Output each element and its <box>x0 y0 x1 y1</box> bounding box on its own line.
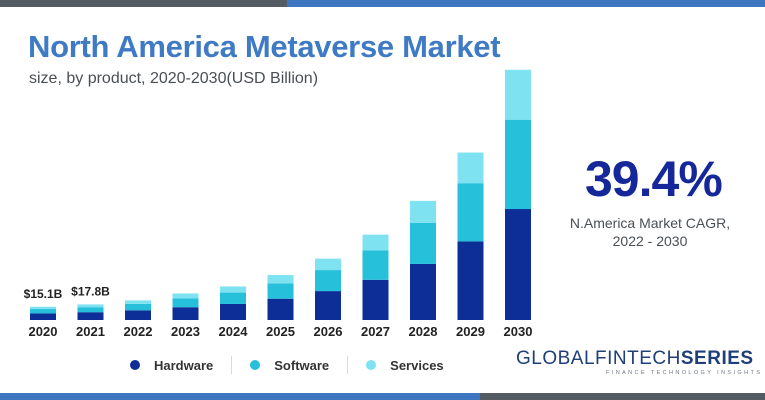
legend-swatch-services <box>366 360 377 370</box>
bar-segment-software-2027 <box>362 250 389 280</box>
legend-divider <box>347 356 349 374</box>
x-tick-label: 2025 <box>266 324 295 339</box>
bar-segment-hardware-2029 <box>457 241 484 320</box>
bar-segment-software-2026 <box>315 270 341 292</box>
brand-logo: GLOBALFINTECHSERIES FINANCE TECHNOLOGY I… <box>516 348 762 376</box>
bar-segment-software-2020 <box>30 309 56 314</box>
brand-part2: SERIES <box>680 348 754 369</box>
bar-segment-software-2025 <box>267 283 294 299</box>
bottom-accent-bar-blue <box>0 393 480 400</box>
x-tick-label: 2027 <box>361 324 390 339</box>
legend-divider <box>231 356 233 374</box>
bar-segment-services-2020 <box>30 306 56 310</box>
bar-segment-services-2024 <box>220 286 246 293</box>
bar-segment-services-2028 <box>410 200 436 223</box>
x-tick-label: 2030 <box>504 324 533 339</box>
bar-segment-software-2024 <box>220 292 246 304</box>
bar-segment-services-2023 <box>172 293 199 299</box>
top-accent-bar-dark <box>0 0 287 7</box>
x-tick-label: 2026 <box>314 324 343 339</box>
legend-item-services: Services <box>366 358 444 373</box>
brand-part1: GLOBALFINTECH <box>516 348 681 369</box>
bar-segment-software-2023 <box>172 298 199 308</box>
bar-segment-services-2021 <box>77 304 104 308</box>
bar-segment-services-2026 <box>315 258 341 271</box>
bar-segment-hardware-2020 <box>30 313 56 320</box>
x-tick-label: 2024 <box>219 324 249 339</box>
bar-segment-services-2022 <box>125 300 151 304</box>
bar-segment-software-2029 <box>457 183 484 242</box>
cagr-label: N.America Market CAGR, 2022 - 2030 <box>569 215 731 249</box>
legend-swatch-software <box>250 360 261 370</box>
bar-segment-hardware-2030 <box>505 209 531 320</box>
legend-swatch-hardware <box>130 360 140 370</box>
x-tick-label: 2028 <box>409 324 438 339</box>
bar-segment-software-2021 <box>77 307 104 313</box>
brand-tagline: FINANCE TECHNOLOGY INSIGHTS <box>606 370 763 376</box>
x-tick-label: 2023 <box>171 324 200 339</box>
legend-label-software: Software <box>274 357 330 373</box>
legend-label-services: Services <box>390 357 444 373</box>
bottom-accent-bar-dark <box>480 393 765 400</box>
bar-segment-software-2022 <box>125 303 151 311</box>
data-label-2021: $17.8B <box>71 284 110 298</box>
bar-segment-hardware-2022 <box>125 310 151 320</box>
bar-segment-hardware-2021 <box>77 312 104 320</box>
brand-wordmark: GLOBALFINTECHSERIES <box>516 348 762 370</box>
bar-segment-services-2027 <box>362 234 389 251</box>
bar-segment-hardware-2028 <box>410 263 436 320</box>
bar-segment-hardware-2026 <box>315 291 341 320</box>
legend-label-hardware: Hardware <box>154 357 214 373</box>
legend-item-hardware: Hardware <box>130 358 213 373</box>
bar-segment-software-2030 <box>505 119 531 210</box>
bar-segment-services-2025 <box>267 275 294 284</box>
bar-segment-hardware-2025 <box>267 298 294 320</box>
bar-segment-services-2030 <box>505 69 531 120</box>
legend-item-software: Software <box>250 358 329 373</box>
x-tick-label: 2021 <box>76 324 105 339</box>
chart-subtitle: size, by product, 2020-2030(USD Billion) <box>29 70 319 87</box>
x-tick-label: 2029 <box>456 324 485 339</box>
data-label-2020: $15.1B <box>24 287 63 301</box>
bar-segment-services-2029 <box>457 152 484 184</box>
chart-legend: Hardware Software Services <box>130 356 444 374</box>
top-accent-bar-blue <box>287 0 765 7</box>
bar-segment-hardware-2024 <box>220 303 246 320</box>
x-tick-label: 2020 <box>29 324 58 339</box>
bar-segment-hardware-2027 <box>362 279 389 320</box>
bar-segment-software-2028 <box>410 222 436 264</box>
x-tick-label: 2022 <box>124 324 153 339</box>
chart-title: North America Metaverse Market <box>28 29 501 64</box>
cagr-value: 39.4% <box>585 151 723 207</box>
bar-segment-hardware-2023 <box>172 307 199 320</box>
